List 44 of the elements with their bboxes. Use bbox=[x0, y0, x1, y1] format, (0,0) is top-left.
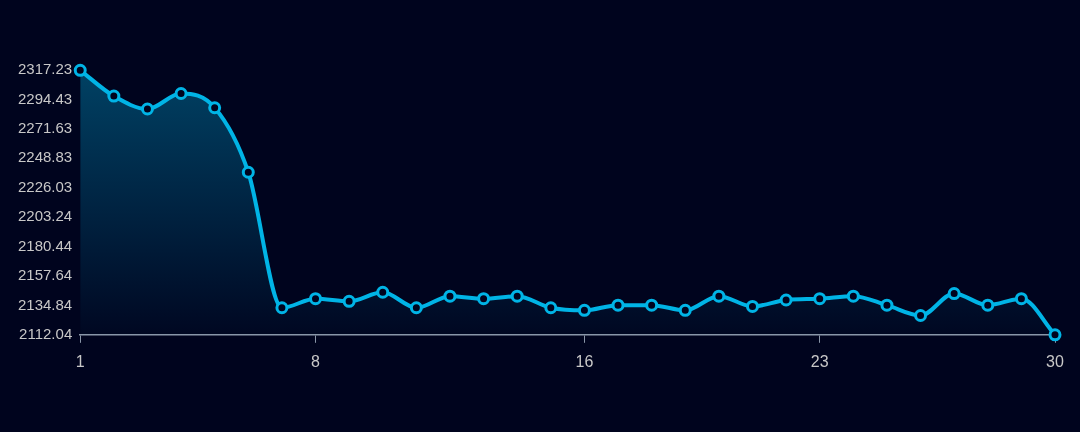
point bbox=[678, 303, 692, 317]
point bbox=[241, 165, 255, 179]
y-tick-label: 2271.63 bbox=[17, 118, 73, 136]
y-tick-label: 2112.04 bbox=[19, 324, 73, 342]
y-tick-label: 2317.23 bbox=[17, 60, 73, 78]
y-tick-label: 2134.84 bbox=[17, 295, 73, 313]
y-tick-label: 2180.44 bbox=[17, 236, 73, 254]
x-tick-label: 16 bbox=[575, 352, 594, 370]
point bbox=[779, 293, 793, 307]
y-tick-label: 2248.83 bbox=[17, 148, 73, 166]
point bbox=[981, 298, 995, 312]
point bbox=[846, 289, 860, 303]
point bbox=[208, 101, 222, 115]
point bbox=[645, 298, 659, 312]
point bbox=[174, 87, 188, 101]
point bbox=[73, 63, 87, 77]
point bbox=[275, 301, 289, 315]
point bbox=[409, 301, 423, 315]
x-tick-label: 8 bbox=[311, 352, 321, 370]
point bbox=[1014, 292, 1028, 306]
point bbox=[107, 89, 121, 103]
y-tick-label: 2203.24 bbox=[17, 207, 73, 225]
point bbox=[342, 294, 356, 308]
point bbox=[745, 299, 759, 313]
point bbox=[376, 285, 390, 299]
point bbox=[914, 308, 928, 322]
point bbox=[140, 102, 154, 116]
x-tick-label: 1 bbox=[75, 352, 85, 370]
y-tick-label: 2226.03 bbox=[17, 177, 73, 195]
point bbox=[577, 303, 591, 317]
point bbox=[611, 298, 625, 312]
point bbox=[813, 292, 827, 306]
point bbox=[544, 301, 558, 315]
y-tick-label: 2157.64 bbox=[17, 266, 73, 284]
x-tick-label: 30 bbox=[1046, 352, 1064, 370]
point bbox=[947, 287, 961, 301]
point bbox=[712, 289, 726, 303]
point bbox=[510, 289, 524, 303]
x-tick-label: 23 bbox=[810, 352, 829, 370]
point bbox=[443, 289, 457, 303]
point bbox=[880, 298, 894, 312]
point bbox=[477, 292, 491, 306]
y-tick-label: 2294.43 bbox=[17, 89, 73, 107]
point bbox=[309, 292, 323, 306]
